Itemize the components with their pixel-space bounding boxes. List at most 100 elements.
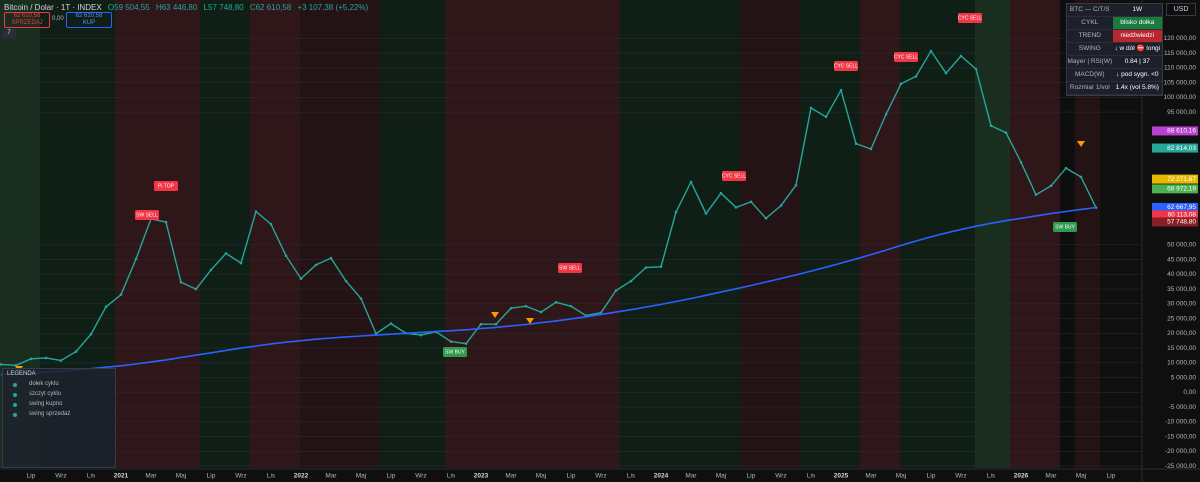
table-row: CYKL blisko dołka <box>1067 17 1162 30</box>
price-point <box>389 322 393 325</box>
regime-band <box>300 0 380 468</box>
legend-item: swing sprzedaż <box>3 409 115 419</box>
y-tick-label: 25 000,00 <box>1167 315 1196 322</box>
price-label-box <box>1152 202 1198 212</box>
price-point <box>779 204 783 207</box>
price-point <box>674 210 678 214</box>
signal-label: CYC SELL <box>894 52 918 62</box>
signal-label: SW SELL <box>558 263 582 273</box>
price-label-box <box>1152 217 1198 227</box>
price-point <box>689 180 693 184</box>
price-point <box>554 301 558 304</box>
y-tick-label: 95 000,00 <box>1167 109 1196 116</box>
signal-text: CYC SELL <box>958 15 982 21</box>
x-tick-label: Mar <box>505 473 517 480</box>
x-tick-label: Mar <box>325 473 337 480</box>
price-point <box>614 289 618 292</box>
y-tick-label: 110 000,00 <box>1164 65 1196 72</box>
price-point <box>374 332 378 335</box>
y-tick-label: -25 000,00 <box>1165 463 1196 470</box>
low: L57 748,80 <box>203 3 244 12</box>
price-point <box>29 357 33 361</box>
y-tick-label: 100 000,00 <box>1163 94 1196 101</box>
signal-box <box>443 347 467 357</box>
y-tick-label: 20 000,00 <box>1167 330 1196 337</box>
sell-price: 62 610,58 <box>13 13 41 19</box>
x-tick-label: 2026 <box>1014 473 1029 480</box>
x-tick-label: 2024 <box>654 473 669 480</box>
price-point <box>974 67 978 71</box>
price-label-box <box>1152 184 1198 194</box>
x-tick-label: Maj <box>896 473 906 480</box>
signal-box <box>894 52 918 62</box>
x-tick-label: 2021 <box>114 473 129 480</box>
price-point <box>269 222 273 226</box>
sell-label: SPRZEDAJ <box>11 20 43 26</box>
header: Bitcoin / Dolar · 1T · INDEX O59 504,55 … <box>4 3 376 12</box>
price-point <box>89 332 93 336</box>
y-tick-label: -10 000,00 <box>1165 419 1196 426</box>
status-table: BTC — C/T/S 1W CYKL blisko dołka TREND nied… <box>1066 3 1163 96</box>
price-line <box>0 49 1097 367</box>
price-point <box>44 356 48 360</box>
price-point <box>254 210 258 213</box>
x-tick-label: Maj <box>1076 473 1086 480</box>
price-point <box>734 206 738 209</box>
x-tick-label: Wrz <box>235 473 246 480</box>
price-point <box>284 254 288 258</box>
regime-band <box>445 0 620 468</box>
price-point <box>869 147 873 151</box>
price-label: 72 271,67 <box>1167 176 1196 183</box>
price-point <box>539 310 543 314</box>
price-point <box>809 106 813 110</box>
price-point <box>419 333 423 337</box>
sell-button[interactable]: 62 610,58 SPRZEDAJ <box>4 12 50 28</box>
buy-label: KUP <box>82 20 96 26</box>
x-tick-label: Lis <box>447 473 456 480</box>
table-key: Rozmiar 1/vol <box>1069 84 1110 91</box>
price-point <box>1064 166 1068 170</box>
regime-band <box>800 0 860 468</box>
y-tick-label: 50 000,00 <box>1167 242 1196 249</box>
price-point <box>344 279 348 283</box>
price-point <box>959 54 963 58</box>
price-point <box>644 266 648 269</box>
indicator-count[interactable]: 7 <box>2 29 16 38</box>
table-row: Mayer | RSI(W) 0.84 | 37 <box>1067 56 1162 69</box>
y-tick-label: 0,00 <box>1183 389 1196 396</box>
price-point <box>14 364 18 367</box>
high: H63 446,80 <box>155 3 198 12</box>
x-tick-label: Lis <box>267 473 276 480</box>
price-point <box>299 277 303 281</box>
price-point <box>989 124 993 127</box>
price-point <box>719 191 723 195</box>
x-tick-label: Lis <box>627 473 636 480</box>
table-value: ↓ w dół ⛔ longi <box>1114 45 1161 52</box>
table-key: TREND <box>1078 32 1101 39</box>
close: C62 610,58 <box>249 3 292 12</box>
signal-text: CYC SELL <box>834 63 858 69</box>
x-tick-label: Lip <box>927 473 936 480</box>
price-label: 82 814,03 <box>1167 145 1196 152</box>
signal-text: CYC SELL <box>894 54 918 60</box>
table-key: Mayer | RSI(W) <box>1067 58 1113 65</box>
currency-button[interactable]: USD <box>1166 3 1196 16</box>
y-tick-label: 105 000,00 <box>1163 79 1196 86</box>
y-tick-label: 115 000,00 <box>1164 50 1196 57</box>
table-key: CYKL <box>1081 19 1099 26</box>
regime-band <box>115 0 200 468</box>
buy-button[interactable]: 62 610,58 KUP <box>66 12 112 28</box>
price-point <box>659 265 663 268</box>
y-tick-label: 35 000,00 <box>1167 286 1196 293</box>
price-label-box <box>1152 143 1198 153</box>
price-point <box>134 257 138 261</box>
table-row: MACD(W) ↓ pod sygn. <0 <box>1067 69 1162 82</box>
table-value: 1W <box>1132 6 1143 13</box>
price-point <box>749 200 753 204</box>
signal-text: SW BUY <box>1055 224 1075 230</box>
price-point <box>359 297 363 300</box>
signal-label: Pi TOP <box>154 181 178 191</box>
price-label: 60 113,08 <box>1168 212 1197 219</box>
signal-text: Pi TOP <box>158 183 175 189</box>
